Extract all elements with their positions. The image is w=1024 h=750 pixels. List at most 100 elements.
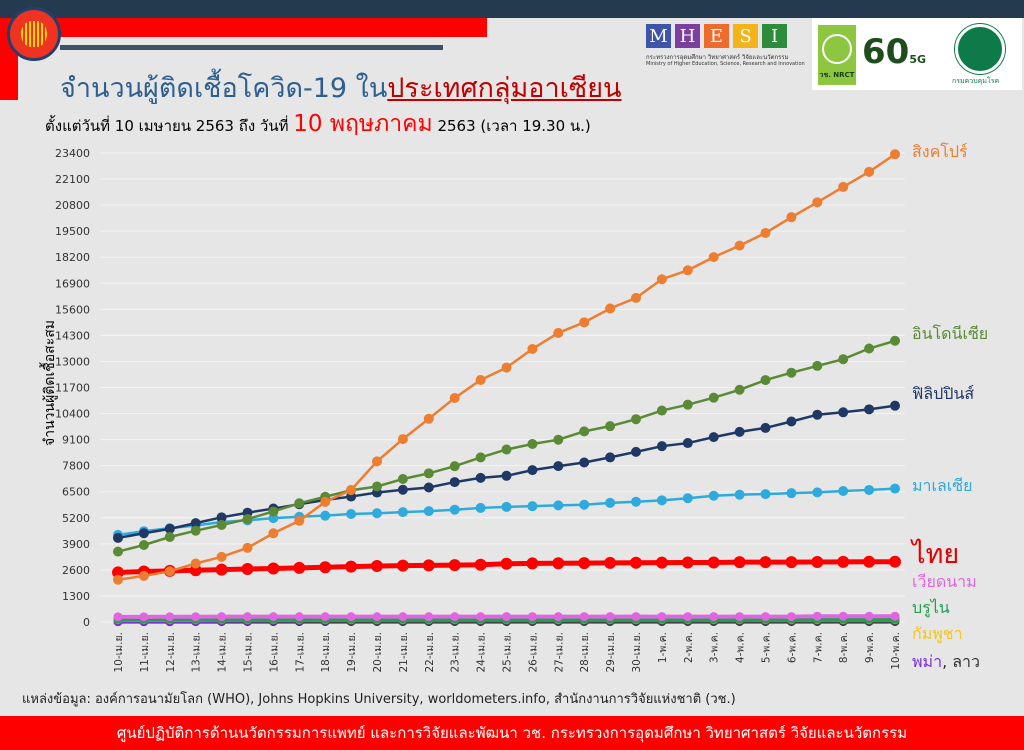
data-point <box>708 392 719 403</box>
data-point <box>423 468 434 479</box>
moph-label: กรมควบคุมโรค <box>952 77 1000 85</box>
data-point <box>138 539 149 550</box>
data-point <box>682 399 693 410</box>
data-point <box>450 612 460 622</box>
x-tick-label: 6-พ.ค. <box>786 632 798 663</box>
x-tick-label: 7-พ.ค. <box>812 632 824 663</box>
data-point <box>838 181 849 192</box>
data-point <box>890 400 900 411</box>
data-point <box>656 495 667 506</box>
nrct-label: วช. NRCT <box>819 71 855 79</box>
data-point <box>449 461 460 472</box>
data-point <box>190 525 201 536</box>
data-point <box>838 354 849 365</box>
data-point <box>475 502 486 513</box>
data-point <box>501 444 512 455</box>
x-tick-label: 13-เม.ย. <box>191 632 203 673</box>
x-tick-label: 15-เม.ย. <box>243 632 255 673</box>
mhesi-letter: H <box>675 24 700 48</box>
data-point <box>864 166 875 177</box>
data-point <box>682 493 693 504</box>
data-point <box>656 441 667 452</box>
data-point <box>708 252 719 263</box>
y-tick-label: 10400 <box>55 408 90 421</box>
x-tick-label: 28-เม.ย. <box>579 632 591 673</box>
data-point <box>396 559 409 572</box>
data-point <box>579 499 590 510</box>
x-tick-label: 29-เม.ย. <box>605 632 617 673</box>
data-point <box>579 426 590 437</box>
data-point <box>397 507 408 518</box>
data-point <box>267 562 280 575</box>
data-point <box>397 473 408 484</box>
divider <box>60 45 443 50</box>
data-point <box>527 612 537 622</box>
y-tick-label: 0 <box>83 616 90 629</box>
data-point <box>397 484 408 495</box>
subtitle-pre: ตั้งแต่วันที่ 10 เมษายน 2563 ถึง วันที่ <box>45 117 294 135</box>
data-point <box>733 556 746 569</box>
data-point <box>501 362 512 373</box>
data-point <box>527 438 538 449</box>
data-point <box>346 612 356 622</box>
data-point <box>164 566 175 577</box>
x-tick-label: 2-พ.ค. <box>683 632 695 663</box>
y-tick-label: 20800 <box>55 199 90 212</box>
data-point <box>112 566 124 579</box>
data-point <box>320 612 330 622</box>
data-point <box>734 384 745 395</box>
y-tick-label: 9100 <box>62 434 90 447</box>
data-point <box>164 523 175 534</box>
x-tick-label: 12-เม.ย. <box>165 632 177 673</box>
x-tick-label: 10-พ.ค. <box>890 632 902 670</box>
data-point <box>320 510 331 521</box>
x-tick-label: 17-เม.ย. <box>294 632 306 673</box>
legend-cambodia: กัมพูชา <box>912 624 963 643</box>
y-tick-label: 7800 <box>62 460 90 473</box>
data-point <box>605 303 616 314</box>
data-point <box>631 446 641 457</box>
y-tick-label: 23400 <box>55 147 90 160</box>
mhesi-letter: M <box>646 24 671 48</box>
data-point <box>707 556 720 569</box>
data-point <box>812 197 823 208</box>
y-tick-label: 22100 <box>55 173 90 186</box>
data-point <box>502 612 511 622</box>
data-point <box>216 512 227 523</box>
data-point <box>345 560 358 573</box>
y-tick-label: 2600 <box>62 564 90 577</box>
data-point <box>553 500 564 511</box>
data-point <box>631 414 641 425</box>
data-point <box>864 484 875 495</box>
asean-sheaf-icon <box>21 21 47 47</box>
data-point <box>683 612 693 622</box>
data-point <box>759 556 772 569</box>
data-point <box>422 559 435 572</box>
data-point <box>890 335 900 346</box>
data-point <box>448 559 461 572</box>
x-tick-label: 22-เม.ย. <box>424 632 436 673</box>
data-point <box>372 456 382 467</box>
data-point <box>631 612 641 622</box>
data-point <box>320 496 331 507</box>
fiveg-label: 5G <box>909 53 927 66</box>
mhesi-thai-name: กระทรวงการอุดมศึกษา วิทยาศาสตร์ วิจัยและ… <box>646 54 789 61</box>
data-point <box>526 557 539 570</box>
data-point <box>785 556 798 569</box>
data-point <box>786 488 797 499</box>
data-point <box>398 612 408 622</box>
data-point <box>760 422 771 433</box>
data-point <box>139 612 149 622</box>
data-point <box>812 611 822 621</box>
legend-vietnam: เวียดนาม <box>912 572 977 591</box>
data-point <box>734 489 745 500</box>
data-point <box>761 612 770 622</box>
data-point <box>605 497 616 508</box>
data-point <box>268 506 279 517</box>
data-point <box>242 514 253 525</box>
data-point <box>113 612 123 622</box>
data-point <box>215 563 228 576</box>
y-tick-label: 18200 <box>55 251 90 264</box>
data-point <box>449 392 460 403</box>
legend-indonesia: อินโดนีเซีย <box>912 324 989 343</box>
